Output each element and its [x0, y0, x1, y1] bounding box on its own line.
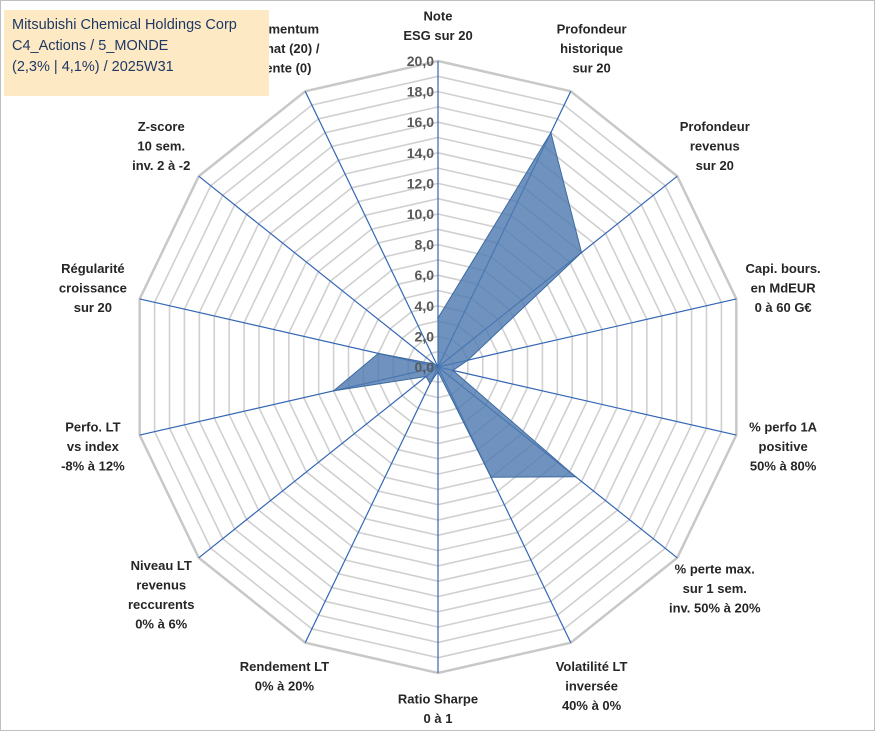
series-point	[429, 382, 431, 385]
tick-label: 8,0	[415, 237, 435, 253]
category-label: Profondeur revenus sur 20	[680, 119, 750, 173]
category-label-line: sur 20	[572, 60, 610, 75]
category-label-line: revenus	[136, 578, 186, 593]
tick-label: 4,0	[415, 298, 435, 314]
category-label: Perfo. LT vs index -8% à 12%	[61, 419, 125, 473]
series-point	[437, 366, 439, 368]
tick-label: 6,0	[415, 267, 435, 283]
category-label: % perfo 1A positive 50% à 80%	[749, 419, 818, 473]
axis-spoke	[198, 366, 439, 559]
category-label-line: % perte max.	[675, 562, 755, 577]
series-area	[331, 131, 583, 478]
category-label-line: 0% à 6%	[135, 617, 187, 632]
series-point	[332, 390, 335, 392]
category-label-line: inv. 50% à 20%	[669, 601, 761, 616]
category-label: % perte max. sur 1 sem. inv. 50% à 20%	[669, 562, 761, 616]
chart-title-line3: (2,3% | 4,1%) / 2025W31	[12, 59, 174, 75]
tick-label: 12,0	[407, 175, 434, 191]
category-label-line: Rendement LT	[240, 659, 329, 674]
axis-spoke	[198, 175, 439, 368]
category-label: Rendement LT 0% à 20%	[240, 659, 329, 694]
category-label-line: ESG sur 20	[403, 28, 472, 43]
tick-label: 0,0	[415, 359, 435, 375]
category-label-line: Niveau LT	[131, 558, 192, 573]
category-label-line: 10 sem.	[137, 138, 185, 153]
category-label-line: 40% à 0%	[562, 698, 622, 713]
category-label-line: Profondeur	[680, 119, 750, 134]
series-point	[574, 475, 577, 478]
category-label-line: % perfo 1A	[749, 419, 818, 434]
category-label-line: Perfo. LT	[65, 419, 120, 434]
category-label: Z-score 10 sem. inv. 2 à -2	[132, 119, 190, 173]
category-label: Volatilité LT inversée 40% à 0%	[556, 659, 628, 713]
category-label-line: 0% à 20%	[255, 679, 315, 694]
series-point	[490, 476, 492, 479]
tick-label: 20,0	[407, 53, 434, 69]
category-label-line: Volatilité LT	[556, 659, 628, 674]
category-label-line: Z-score	[138, 119, 185, 134]
category-label-line: revenus	[690, 138, 740, 153]
category-label-line: Vente (0)	[257, 60, 311, 75]
category-label: Capi. bours. en MdEUR 0 à 60 G€	[746, 261, 821, 315]
series-point	[377, 352, 380, 355]
series-point	[437, 370, 439, 373]
category-label-line: sur 20	[696, 158, 734, 173]
series-point	[452, 369, 454, 372]
category-label: Profondeur historique sur 20	[557, 21, 627, 75]
tick-layer: 0,0 2,0 4,0 6,0 8,0 10,0 12,0 14,0 16,0 18,0 20,0	[407, 53, 434, 375]
category-label-line: inv. 2 à -2	[132, 158, 190, 173]
axis-spoke	[304, 366, 439, 643]
series-point	[437, 317, 439, 319]
category-label-line: Capi. bours.	[746, 261, 821, 276]
category-label-line: sur 20	[74, 300, 112, 315]
category-label-line: en MdEUR	[751, 281, 817, 296]
category-label: Note ESG sur 20	[403, 9, 472, 44]
category-label-line: inversée	[565, 679, 618, 694]
series-layer	[331, 131, 583, 479]
category-label: Régularité croissance sur 20	[59, 261, 127, 315]
axis-spoke	[304, 91, 439, 368]
category-label-line: sur 1 sem.	[683, 581, 747, 596]
series-point	[433, 363, 436, 365]
series-point	[550, 131, 552, 134]
tick-label: 14,0	[407, 145, 434, 161]
category-label-line: Note	[424, 9, 453, 24]
tick-label: 10,0	[407, 206, 434, 222]
chart-title-line2: C4_Actions / 5_MONDE	[12, 38, 169, 54]
category-label: Ratio Sharpe 0 à 1	[398, 692, 478, 727]
chart-title-box: Mitsubishi Chemical Holdings Corp C4_Act…	[4, 10, 269, 96]
series-point	[425, 375, 427, 378]
category-label-line: reccurents	[128, 597, 194, 612]
label-layer: Note ESG sur 20 Profondeur historique sur 20…	[59, 9, 821, 727]
tick-label: 18,0	[407, 84, 434, 100]
category-label-line: 50% à 80%	[750, 458, 817, 473]
axis-spoke	[437, 298, 737, 368]
category-label-line: 0 à 1	[424, 711, 453, 726]
category-label-line: historique	[560, 41, 623, 56]
category-label-line: Régularité	[61, 261, 125, 276]
category-label-line: vs index	[67, 439, 120, 454]
chart-title-line1: Mitsubishi Chemical Holdings Corp	[12, 17, 237, 33]
category-label-line: -8% à 12%	[61, 458, 125, 473]
category-label-line: 0 à 60 G€	[755, 300, 812, 315]
category-label: Niveau LT revenus reccurents 0% à 6%	[128, 558, 194, 632]
tick-label: 16,0	[407, 114, 434, 130]
tick-label: 2,0	[415, 328, 435, 344]
category-label-line: croissance	[59, 281, 127, 296]
category-label-line: Ratio Sharpe	[398, 692, 478, 707]
category-label-line: positive	[759, 439, 808, 454]
series-point	[467, 359, 469, 361]
series-point	[580, 251, 583, 254]
category-label-line: Profondeur	[557, 21, 627, 36]
axis-spoke	[437, 366, 737, 436]
